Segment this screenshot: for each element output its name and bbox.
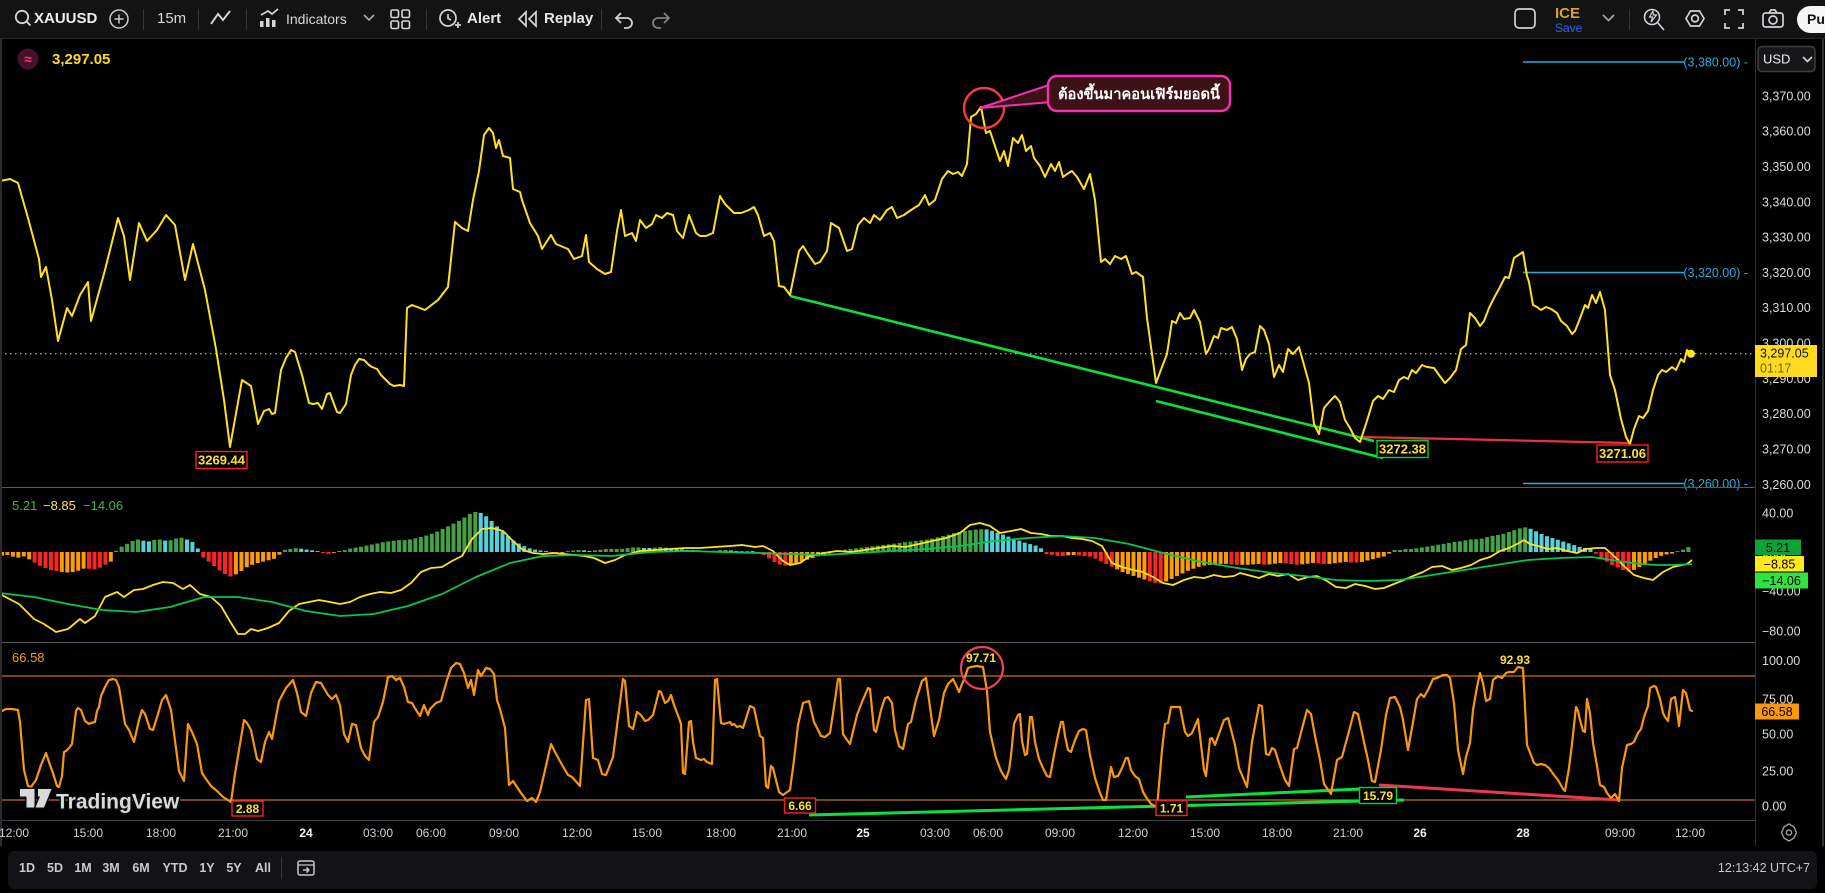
svg-text:3,320.00: 3,320.00: [1762, 266, 1811, 280]
svg-text:ต้องขึ้นมาคอนเฟิร์มยอดนี้: ต้องขึ้นมาคอนเฟิร์มยอดนี้: [1058, 83, 1220, 103]
svg-text:−8.85: −8.85: [43, 498, 76, 513]
svg-text:24: 24: [299, 826, 313, 840]
svg-text:40.00: 40.00: [1762, 506, 1793, 520]
svg-text:3,360.00: 3,360.00: [1762, 125, 1811, 139]
svg-text:12:00: 12:00: [1675, 826, 1705, 840]
svg-text:18:00: 18:00: [706, 826, 736, 840]
svg-text:97.71: 97.71: [966, 651, 996, 665]
svg-text:18:00: 18:00: [146, 826, 176, 840]
svg-text:3,297.05: 3,297.05: [52, 51, 110, 68]
svg-text:21:00: 21:00: [1333, 826, 1363, 840]
svg-text:21:00: 21:00: [218, 826, 248, 840]
svg-text:3,330.00: 3,330.00: [1762, 231, 1811, 245]
svg-text:5.21: 5.21: [1766, 541, 1790, 555]
svg-text:15:00: 15:00: [632, 826, 662, 840]
svg-text:09:00: 09:00: [1045, 826, 1075, 840]
svg-text:3,340.00: 3,340.00: [1762, 195, 1811, 209]
svg-text:25.00: 25.00: [1762, 764, 1793, 778]
svg-text:12:00: 12:00: [1118, 826, 1148, 840]
svg-text:12:00: 12:00: [0, 826, 29, 840]
svg-text:−8.85: −8.85: [1764, 557, 1796, 571]
svg-text:0.00: 0.00: [1762, 799, 1786, 813]
svg-text:50.00: 50.00: [1762, 727, 1793, 741]
svg-text:66.58: 66.58: [1761, 705, 1792, 719]
svg-text:15:00: 15:00: [1190, 826, 1220, 840]
svg-text:3,370.00: 3,370.00: [1762, 89, 1811, 103]
svg-text:26: 26: [1413, 826, 1427, 840]
svg-text:−14.06: −14.06: [1762, 574, 1801, 588]
svg-text:3,280.00: 3,280.00: [1762, 407, 1811, 421]
svg-text:15:00: 15:00: [73, 826, 103, 840]
svg-text:03:00: 03:00: [363, 826, 393, 840]
svg-text:3,310.00: 3,310.00: [1762, 301, 1811, 315]
svg-text:12:00: 12:00: [562, 826, 592, 840]
svg-text:01:17: 01:17: [1760, 362, 1791, 376]
svg-text:75.00: 75.00: [1762, 692, 1793, 706]
svg-text:≈: ≈: [24, 51, 32, 67]
svg-text:3271.06: 3271.06: [1599, 446, 1646, 461]
svg-text:1.71: 1.71: [1160, 801, 1184, 815]
svg-text:2.88: 2.88: [236, 802, 260, 816]
svg-text:09:00: 09:00: [1605, 826, 1635, 840]
svg-text:3,270.00: 3,270.00: [1762, 443, 1811, 457]
svg-text:USD: USD: [1763, 52, 1790, 67]
svg-text:3,260.00: 3,260.00: [1762, 478, 1811, 492]
svg-text:−80.00: −80.00: [1762, 624, 1801, 638]
svg-text:3,350.00: 3,350.00: [1762, 160, 1811, 174]
svg-text:15.79: 15.79: [1363, 789, 1393, 803]
svg-text:06:00: 06:00: [973, 826, 1003, 840]
svg-text:−14.06: −14.06: [83, 498, 123, 513]
svg-text:(3,320.00) -: (3,320.00) -: [1683, 266, 1748, 280]
svg-text:3272.38: 3272.38: [1379, 442, 1426, 457]
svg-text:21:00: 21:00: [777, 826, 807, 840]
svg-text:3,297.05: 3,297.05: [1760, 347, 1809, 361]
svg-text:25: 25: [856, 826, 870, 840]
svg-text:28: 28: [1516, 826, 1530, 840]
svg-text:(3,260.00) -: (3,260.00) -: [1683, 477, 1748, 491]
svg-text:6.66: 6.66: [788, 799, 812, 813]
svg-text:06:00: 06:00: [416, 826, 446, 840]
svg-text:3269.44: 3269.44: [198, 453, 246, 468]
svg-text:100.00: 100.00: [1762, 654, 1800, 668]
svg-text:TradingView: TradingView: [56, 791, 180, 814]
svg-text:09:00: 09:00: [489, 826, 519, 840]
svg-text:5.21: 5.21: [12, 498, 37, 513]
svg-text:03:00: 03:00: [920, 826, 950, 840]
svg-text:92.93: 92.93: [1500, 653, 1530, 667]
svg-text:18:00: 18:00: [1262, 826, 1292, 840]
svg-text:(3,380.00) -: (3,380.00) -: [1683, 55, 1748, 69]
svg-text:66.58: 66.58: [12, 650, 45, 665]
